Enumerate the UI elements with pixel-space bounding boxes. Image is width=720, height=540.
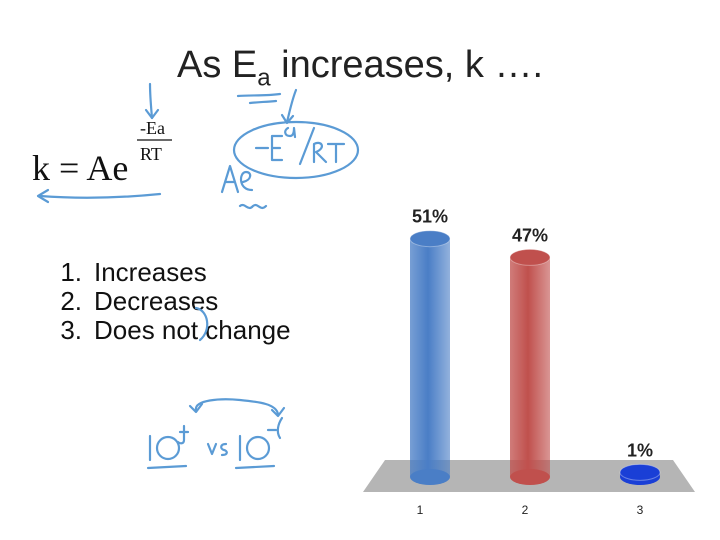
answer-option-2: 2. Decreases: [60, 286, 219, 316]
bar-top-3: [619, 463, 661, 481]
answer-option-3: 3. Does not change: [60, 315, 291, 345]
category-label-2: 2: [522, 503, 529, 517]
arrhenius-formula: k = Ae -Ea RT: [32, 118, 172, 188]
value-label-1: 51%: [412, 207, 448, 227]
bar-top-2: [509, 248, 551, 266]
answer-options: 1. Increases 2. Decreases 3. Does not chang…: [40, 257, 291, 345]
formula-exp-bottom: RT: [140, 144, 162, 164]
value-label-3: 1%: [627, 440, 653, 460]
ink-arrow-to-bubble: [280, 88, 298, 125]
ink-exponent-bubble: [232, 120, 360, 180]
slide-title: As Ea increases, k ….: [176, 44, 544, 92]
category-label-1: 1: [417, 503, 424, 517]
answer-option-1: 1. Increases: [60, 257, 207, 287]
ink-underline-title-ea: [236, 92, 282, 105]
category-label-3: 3: [637, 503, 644, 517]
ink-ten-powers: [146, 398, 286, 470]
response-bar-chart: 51% 1 47% 2 1% 3: [363, 207, 695, 517]
bar-top-1: [409, 230, 451, 248]
formula-lhs: k = Ae: [32, 148, 128, 188]
ink-ae-handwriting: [220, 164, 268, 210]
value-label-2: 47%: [512, 225, 548, 245]
formula-exp-top: -Ea: [140, 118, 165, 138]
bar-2: [510, 257, 550, 477]
bar-1: [410, 238, 450, 477]
